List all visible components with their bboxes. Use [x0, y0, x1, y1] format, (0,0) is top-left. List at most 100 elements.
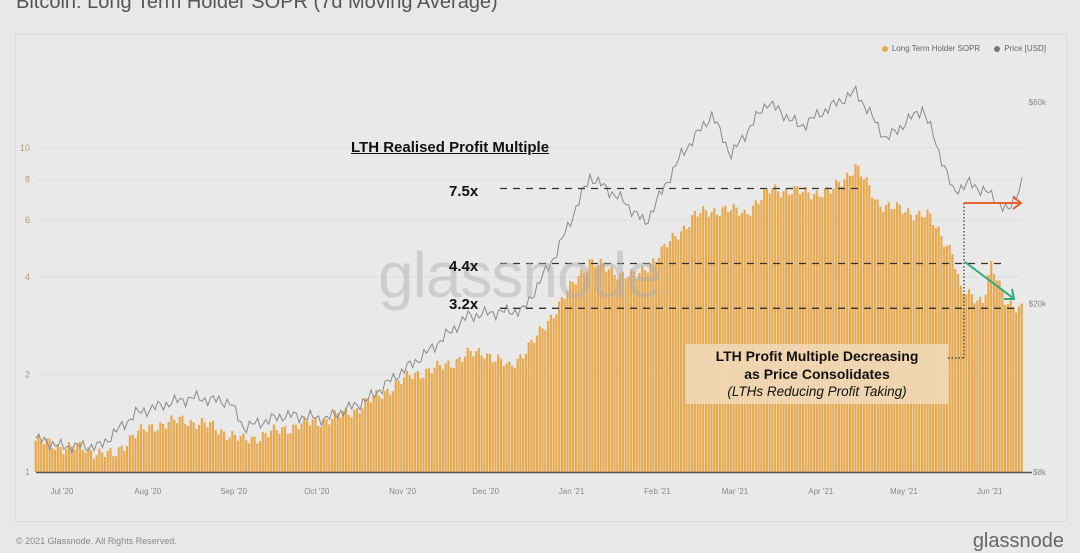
sopr-bar — [84, 452, 87, 472]
sopr-bar — [613, 274, 616, 472]
legend-item-price[interactable]: Price [USD] — [994, 44, 1046, 53]
sopr-bar — [488, 354, 492, 472]
sopr-bar — [909, 214, 912, 472]
sopr-bar — [480, 355, 483, 472]
sopr-bar — [641, 265, 644, 472]
sopr-bar — [1020, 303, 1023, 472]
sopr-bar — [691, 215, 694, 472]
sopr-bar — [907, 208, 910, 472]
sopr-bar — [627, 276, 630, 472]
price-line — [35, 85, 1023, 455]
sopr-bar — [646, 272, 649, 472]
sopr-bar — [128, 435, 131, 472]
annotation-level-4-4x: 4.4x — [449, 258, 479, 275]
sopr-bar — [397, 380, 400, 472]
sopr-bar — [787, 194, 791, 472]
sopr-bar — [37, 435, 40, 472]
x-tick-label: Oct '20 — [304, 487, 330, 496]
sopr-bar — [303, 416, 306, 472]
sopr-bar — [87, 447, 90, 472]
sopr-bar — [948, 244, 951, 472]
sopr-arrow-shaft — [964, 261, 1014, 299]
sopr-bar — [995, 280, 998, 472]
sopr-bars — [34, 164, 1023, 473]
sopr-bar — [192, 422, 195, 472]
sopr-bar — [112, 456, 115, 472]
sopr-bar — [297, 429, 300, 472]
y-tick-label: 1 — [25, 467, 30, 477]
sopr-bar — [832, 188, 835, 472]
sopr-bar — [109, 448, 112, 472]
y-tick-label: 10 — [20, 143, 30, 153]
sopr-bar — [73, 449, 76, 472]
sopr-bar — [846, 172, 849, 472]
sopr-bar — [369, 402, 372, 472]
sopr-bar — [242, 433, 245, 472]
sopr-bar — [823, 188, 827, 472]
sopr-bar — [145, 431, 148, 472]
x-tick-label: Sep '20 — [220, 487, 247, 496]
sopr-bar — [530, 339, 533, 472]
sopr-bar — [704, 210, 708, 472]
annotation-box: LTH Profit Multiple Decreasing as Price … — [686, 344, 948, 404]
sopr-bar — [591, 259, 594, 472]
sopr-bar — [300, 423, 303, 472]
sopr-bar — [292, 424, 295, 472]
sopr-bar — [156, 430, 159, 472]
sopr-bar — [976, 300, 979, 472]
sopr-bar — [325, 419, 328, 472]
sopr-bar — [441, 369, 444, 472]
sopr-bar — [236, 440, 239, 472]
sopr-bar — [270, 430, 273, 472]
sopr-bar — [469, 350, 472, 472]
sopr-bar — [430, 373, 433, 472]
sopr-bar — [463, 356, 467, 472]
sopr-bar — [281, 427, 284, 472]
sopr-bar — [801, 191, 804, 472]
sopr-bar — [970, 294, 973, 472]
sopr-bar — [450, 367, 453, 472]
sopr-bar — [699, 213, 702, 472]
sopr-bar — [605, 271, 608, 472]
legend-label-sopr: Long Term Holder SOPR — [891, 44, 981, 53]
sopr-bar — [779, 197, 782, 472]
sopr-bar — [544, 330, 547, 472]
sopr-bar — [818, 196, 821, 473]
legend-item-sopr[interactable]: Long Term Holder SOPR — [881, 44, 981, 53]
sopr-bar — [793, 186, 796, 472]
sopr-bar — [342, 410, 345, 472]
sopr-bar — [765, 188, 768, 472]
sopr-bar — [981, 303, 985, 472]
sopr-bar — [610, 266, 613, 472]
sopr-bar — [848, 175, 852, 472]
sopr-bar — [153, 431, 156, 472]
sopr-bar — [915, 214, 918, 472]
sopr-bar — [574, 284, 577, 472]
reference-lines — [500, 187, 1023, 359]
sopr-bar — [513, 367, 516, 472]
sopr-bar — [394, 381, 397, 472]
sopr-bar — [1009, 300, 1012, 472]
sopr-bar — [677, 239, 680, 472]
sopr-bar — [477, 348, 480, 472]
sopr-bar — [884, 204, 888, 472]
sopr-bar — [380, 398, 383, 472]
sopr-bar — [674, 236, 677, 472]
sopr-bar — [220, 429, 223, 472]
sopr-bar — [558, 301, 561, 472]
sopr-bar — [98, 448, 101, 472]
sopr-bar — [895, 202, 899, 472]
sopr-bar — [175, 423, 179, 472]
sopr-bar — [106, 450, 109, 472]
sopr-bar — [843, 179, 846, 472]
sopr-bar — [768, 193, 771, 472]
x-tick-label: Aug '20 — [134, 487, 161, 496]
sopr-bar — [893, 209, 896, 472]
annotation-box-line1: LTH Profit Multiple Decreasing — [715, 348, 919, 364]
sopr-bar — [54, 449, 57, 472]
sopr-bar — [710, 212, 713, 472]
sopr-bar — [992, 274, 996, 472]
sopr-bar — [206, 427, 209, 472]
sopr-bar — [729, 210, 732, 472]
sopr-bar — [427, 368, 431, 472]
